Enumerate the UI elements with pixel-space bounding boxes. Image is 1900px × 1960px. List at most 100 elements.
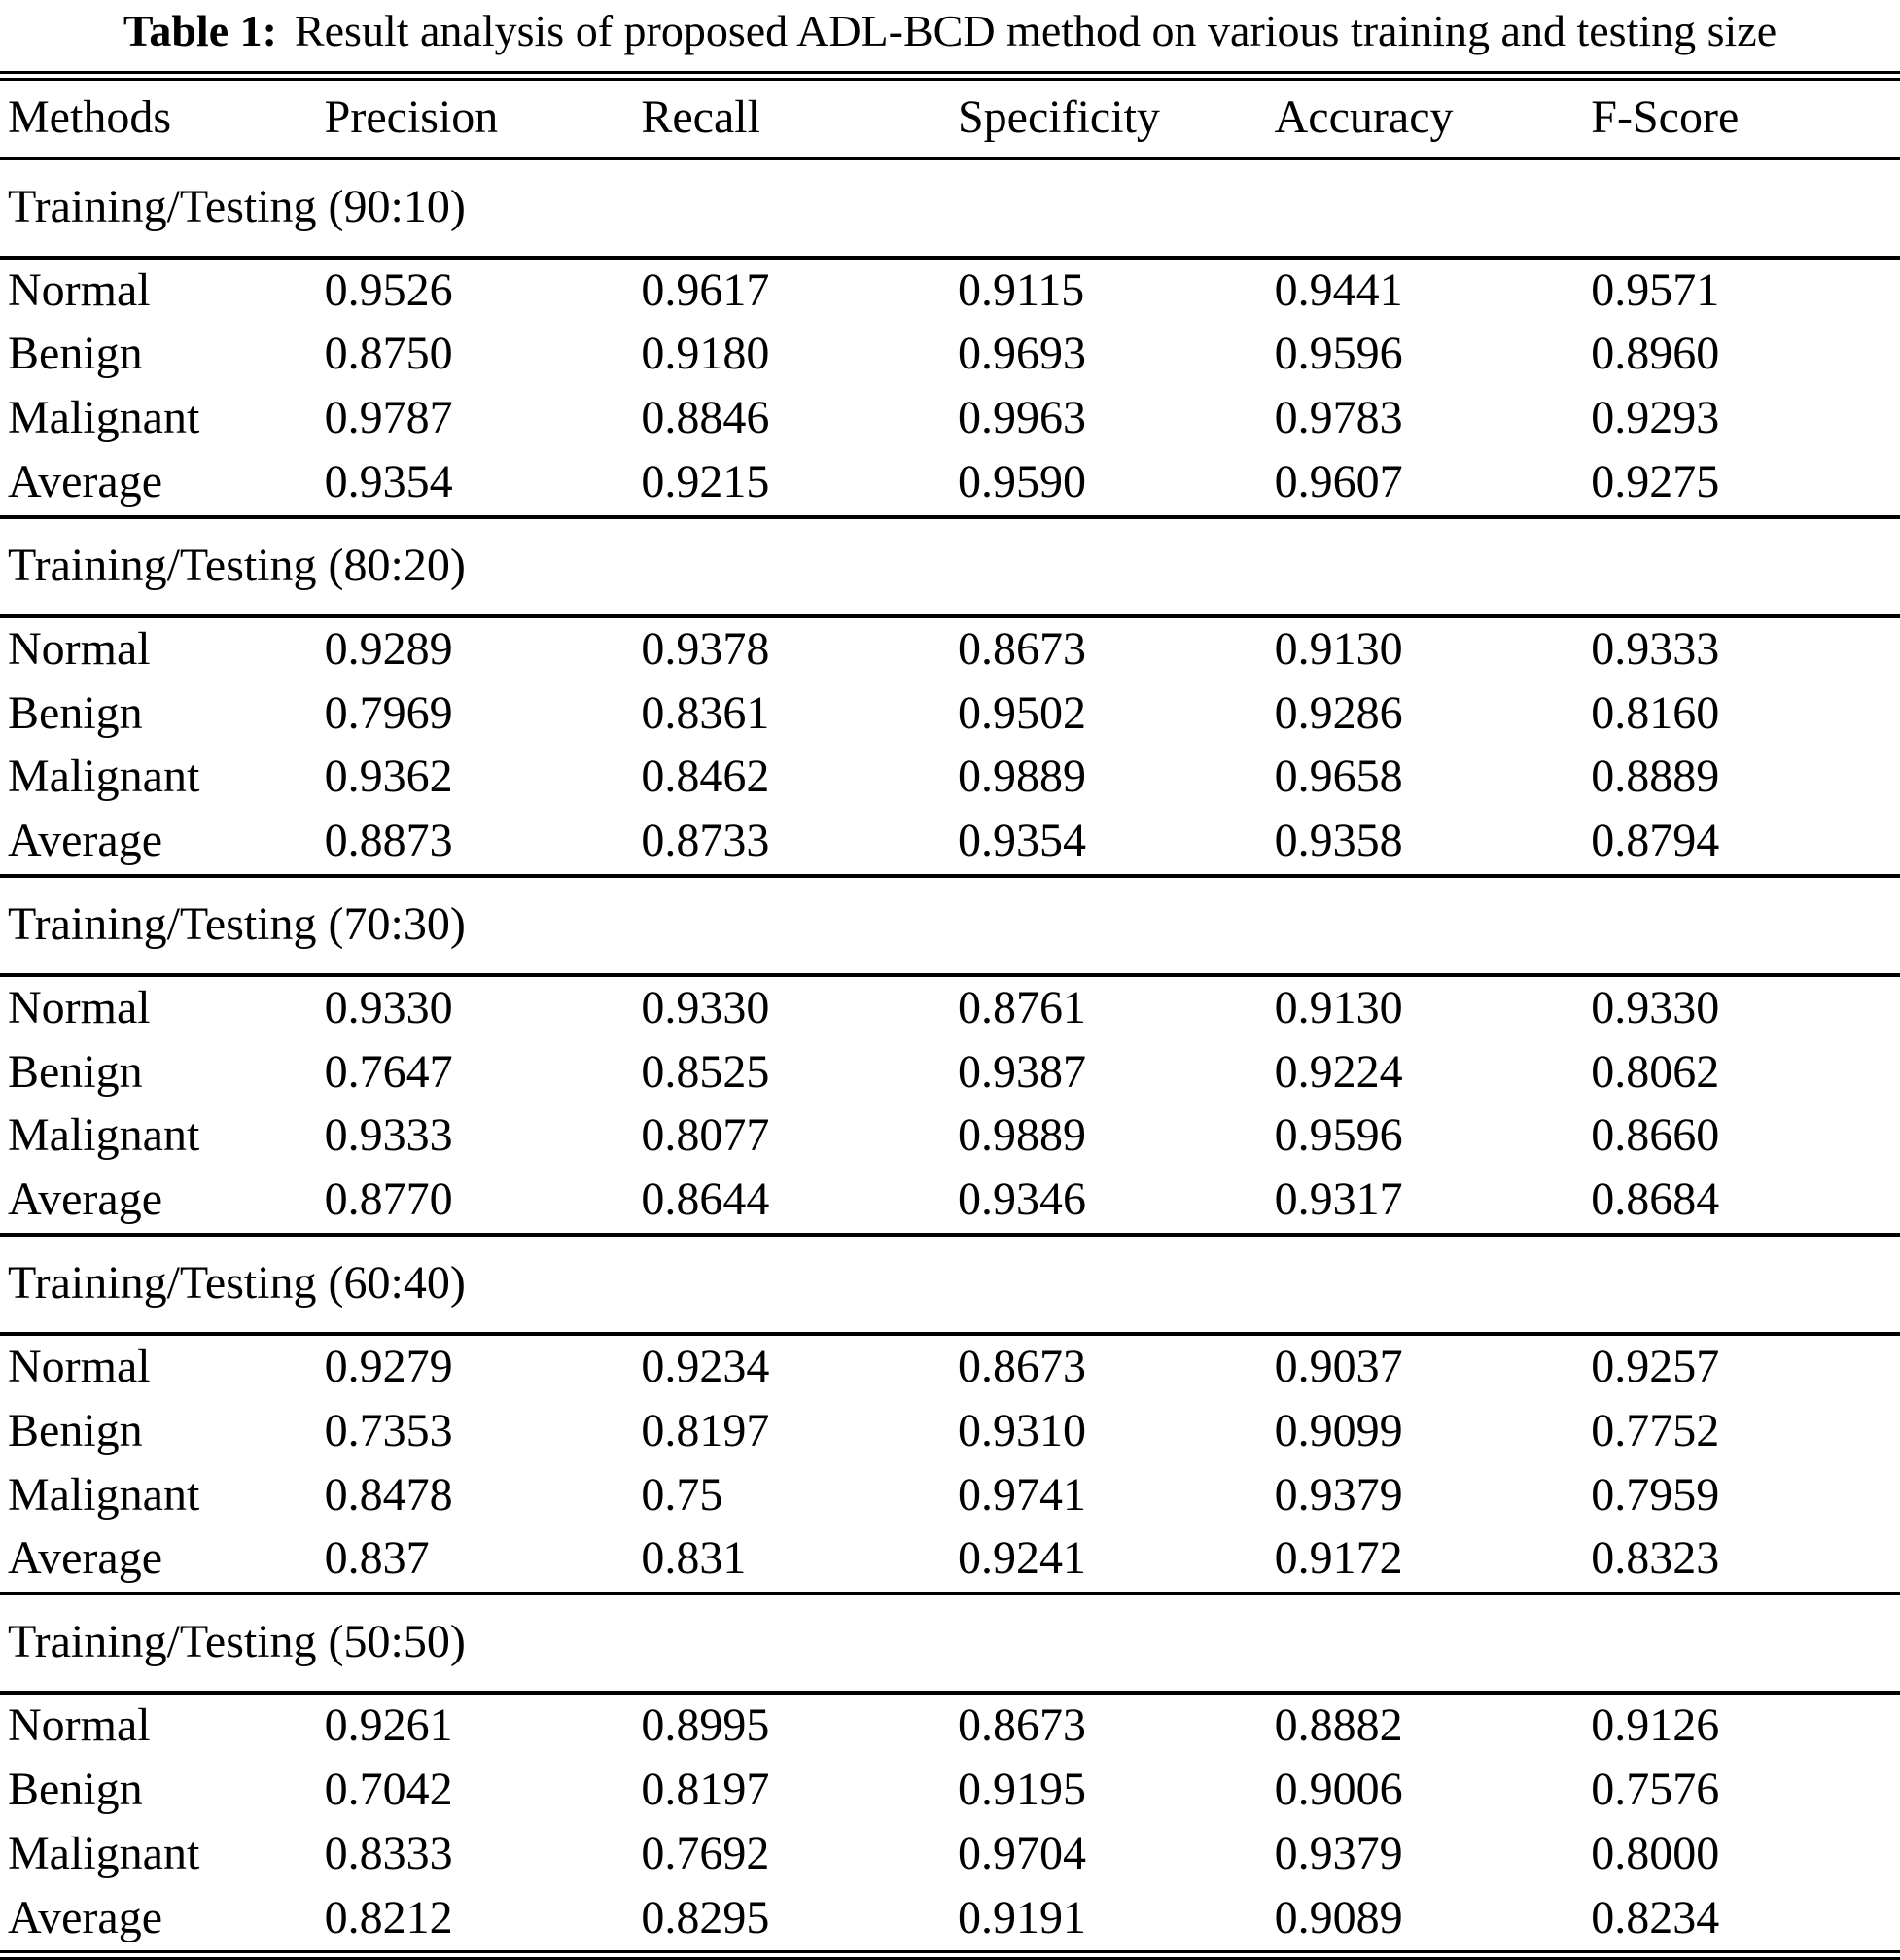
value-cell: 0.9126: [1591, 1699, 1720, 1752]
table-body: Training/Testing (90:10) Normal 0.9526 0.96…: [0, 156, 1900, 1956]
value-cell: 0.9783: [1274, 392, 1403, 444]
table-row: Average 0.9354 0.9215 0.9590 0.9607 0.9275: [0, 451, 1900, 517]
method-cell: Normal: [8, 1699, 151, 1752]
value-cell: 0.9787: [324, 392, 453, 444]
table-header: Methods Precision Recall Specificity Accurac…: [0, 75, 1900, 160]
value-cell: 0.8846: [641, 392, 770, 444]
value-cell: 0.837: [324, 1532, 430, 1585]
value-cell: 0.8673: [957, 622, 1086, 675]
value-cell: 0.8889: [1591, 751, 1720, 803]
value-cell: 0.9346: [957, 1173, 1086, 1226]
value-cell: 0.8733: [641, 815, 770, 867]
section-row: Training/Testing (90:10): [0, 156, 1900, 260]
value-cell: 0.9379: [1274, 1827, 1403, 1879]
value-cell: 0.8462: [641, 751, 770, 803]
value-cell: 0.7692: [641, 1827, 770, 1879]
value-cell: 0.9215: [641, 456, 770, 508]
table-row: Average 0.8770 0.8644 0.9346 0.9317 0.8684: [0, 1169, 1900, 1235]
value-cell: 0.9330: [324, 981, 453, 1033]
value-cell: 0.8873: [324, 815, 453, 867]
header-row: Methods Precision Recall Specificity Accurac…: [0, 75, 1900, 160]
table-row: Normal 0.9279 0.9234 0.8673 0.9037 0.9257: [0, 1334, 1900, 1400]
value-cell: 0.9963: [957, 392, 1086, 444]
value-cell: 0.9037: [1274, 1340, 1403, 1392]
value-cell: 0.8062: [1591, 1045, 1720, 1098]
section-title: Training/Testing (90:10): [0, 156, 1900, 260]
value-cell: 0.8197: [641, 1404, 770, 1456]
value-cell: 0.9099: [1274, 1404, 1403, 1456]
value-cell: 0.9502: [957, 686, 1086, 739]
value-cell: 0.9441: [1274, 263, 1403, 316]
method-cell: Average: [8, 456, 162, 508]
value-cell: 0.8684: [1591, 1173, 1720, 1226]
value-cell: 0.9089: [1274, 1891, 1403, 1943]
value-cell: 0.7353: [324, 1404, 453, 1456]
value-cell: 0.9241: [957, 1532, 1086, 1585]
table-row: Normal 0.9289 0.9378 0.8673 0.9130 0.9333: [0, 616, 1900, 682]
value-cell: 0.9191: [957, 1891, 1086, 1943]
method-cell: Benign: [8, 328, 143, 380]
value-cell: 0.75: [641, 1468, 723, 1521]
value-cell: 0.9704: [957, 1827, 1086, 1879]
value-cell: 0.9275: [1591, 456, 1720, 508]
method-cell: Normal: [8, 981, 151, 1033]
value-cell: 0.9195: [957, 1763, 1086, 1815]
column-header-accuracy: Accuracy: [1266, 75, 1584, 160]
results-figure: Table 1: Result analysis of proposed ADL-…: [0, 6, 1900, 1960]
value-cell: 0.9378: [641, 622, 770, 675]
method-cell: Average: [8, 1891, 162, 1943]
value-cell: 0.9333: [324, 1109, 453, 1162]
method-cell: Normal: [8, 622, 151, 675]
value-cell: 0.9279: [324, 1340, 453, 1392]
value-cell: 0.9006: [1274, 1763, 1403, 1815]
method-cell: Average: [8, 1532, 162, 1585]
value-cell: 0.9115: [957, 263, 1085, 316]
value-cell: 0.9286: [1274, 686, 1403, 739]
value-cell: 0.9387: [957, 1045, 1086, 1098]
value-cell: 0.9257: [1591, 1340, 1720, 1392]
value-cell: 0.9358: [1274, 815, 1403, 867]
section-row: Training/Testing (60:40): [0, 1233, 1900, 1336]
column-header-recall: Recall: [633, 75, 950, 160]
value-cell: 0.8000: [1591, 1827, 1720, 1879]
value-cell: 0.9180: [641, 328, 770, 380]
value-cell: 0.7576: [1591, 1763, 1720, 1815]
value-cell: 0.8644: [641, 1173, 770, 1226]
value-cell: 0.8761: [957, 981, 1086, 1033]
table-row: Benign 0.8750 0.9180 0.9693 0.9596 0.8960: [0, 323, 1900, 387]
value-cell: 0.8295: [641, 1891, 770, 1943]
value-cell: 0.9526: [324, 263, 453, 316]
method-cell: Average: [8, 1173, 162, 1226]
value-cell: 0.9596: [1274, 1109, 1403, 1162]
table-row: Benign 0.7969 0.8361 0.9502 0.9286 0.8160: [0, 682, 1900, 747]
table-row: Average 0.8873 0.8733 0.9354 0.9358 0.8794: [0, 810, 1900, 876]
section-row: Training/Testing (80:20): [0, 514, 1900, 618]
column-header-f-score: F-Score: [1583, 75, 1900, 160]
table-row: Normal 0.9526 0.9617 0.9115 0.9441 0.9571: [0, 258, 1900, 324]
table-row: Malignant 0.8333 0.7692 0.9704 0.9379 0.8000: [0, 1823, 1900, 1887]
method-cell: Malignant: [8, 1827, 200, 1879]
value-cell: 0.9354: [957, 815, 1086, 867]
value-cell: 0.8234: [1591, 1891, 1720, 1943]
table-caption: Table 1: Result analysis of proposed ADL-…: [0, 6, 1900, 57]
method-cell: Average: [8, 815, 162, 867]
table-row: Malignant 0.9787 0.8846 0.9963 0.9783 0.9293: [0, 387, 1900, 451]
method-cell: Normal: [8, 1340, 151, 1392]
value-cell: 0.9261: [324, 1699, 453, 1752]
table-row: Benign 0.7353 0.8197 0.9310 0.9099 0.7752: [0, 1400, 1900, 1464]
value-cell: 0.9289: [324, 622, 453, 675]
section-title: Training/Testing (70:30): [0, 874, 1900, 977]
value-cell: 0.8995: [641, 1699, 770, 1752]
value-cell: 0.8212: [324, 1891, 453, 1943]
table-row: Normal 0.9261 0.8995 0.8673 0.8882 0.9126: [0, 1693, 1900, 1759]
value-cell: 0.9607: [1274, 456, 1403, 508]
value-cell: 0.9379: [1274, 1468, 1403, 1521]
method-cell: Malignant: [8, 1109, 200, 1162]
column-header-precision: Precision: [316, 75, 634, 160]
value-cell: 0.8794: [1591, 815, 1720, 867]
value-cell: 0.9130: [1274, 981, 1403, 1033]
caption-text: Result analysis of proposed ADL-BCD meth…: [294, 6, 1777, 55]
value-cell: 0.9293: [1591, 392, 1720, 444]
value-cell: 0.7647: [324, 1045, 453, 1098]
value-cell: 0.8960: [1591, 328, 1720, 380]
